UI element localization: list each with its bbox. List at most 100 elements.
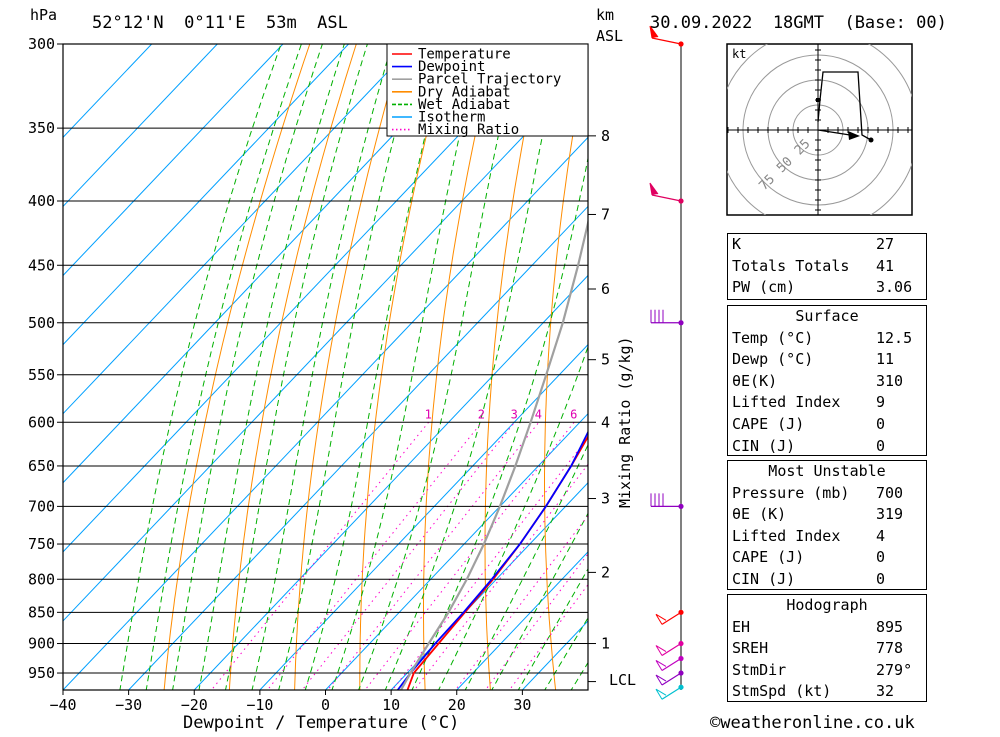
wind-barb	[650, 309, 681, 324]
surface-title: Surface	[795, 307, 859, 325]
legend-label: Dewpoint	[418, 59, 485, 75]
isotherm	[63, 44, 481, 484]
index-label: Lifted Index	[732, 393, 841, 412]
wind-profile	[649, 25, 684, 700]
pressure-tick-label: 700	[28, 497, 55, 515]
isotherm	[128, 205, 588, 690]
index-value: 0	[876, 548, 886, 567]
wind-barb-shaft	[661, 672, 682, 686]
wind-barb-feather	[655, 645, 667, 656]
surface-box: Surface Temp (°C) 12.5 Dewp (°C) 11 θE(K) 310…	[727, 305, 927, 456]
isotherm-lines	[63, 44, 588, 690]
axes: −40 −30 −20 −10 0 10 20 30 1 2 3 4 5 6 7 8	[49, 127, 610, 714]
lcl-label: LCL	[609, 671, 636, 689]
pressure-tick-label: 750	[28, 535, 55, 553]
legend-label: Parcel Trajectory	[418, 72, 561, 88]
isotherm	[63, 44, 153, 139]
wind-barb	[655, 643, 682, 657]
mixing-ratio-label: 4	[535, 407, 542, 421]
pressure-tick-label: 350	[28, 119, 55, 137]
wind-barb-flag	[649, 182, 659, 196]
index-value: 0	[876, 414, 886, 433]
mixing-ratio-line	[484, 552, 588, 690]
pressure-tick-label: 450	[28, 256, 55, 274]
hodograph-kt-label: kt	[732, 47, 746, 61]
x-tick-label: 30	[513, 696, 531, 714]
mixing-ratio-label: 6	[570, 407, 577, 421]
index-row: Lifted Index 4	[728, 526, 926, 548]
km-tick-label: 7	[601, 205, 610, 223]
wind-barb-shaft	[661, 611, 682, 625]
index-label: EH	[732, 617, 751, 636]
wind-barb	[655, 611, 682, 625]
credit: ©weatheronline.co.uk	[710, 713, 915, 733]
isotherm	[63, 67, 588, 622]
dry-adiabat	[359, 44, 450, 690]
index-value: 12.5	[876, 328, 913, 347]
most-unstable-box: Most Unstable Pressure (mb) 700 θE (K) 319 L…	[727, 460, 927, 590]
wind-barb-shaft	[661, 686, 682, 700]
index-row: CAPE (J) 0	[728, 547, 926, 569]
profile-series	[396, 218, 588, 690]
wind-barb	[655, 686, 682, 700]
km-tick-label: 1	[601, 635, 610, 653]
isotherm	[390, 482, 588, 690]
wet-adiabat	[438, 345, 588, 690]
isotherm	[325, 412, 588, 690]
index-label: Pressure (mb)	[732, 483, 850, 502]
mixing-ratio-axis-label: Mixing Ratio (g/kg)	[616, 336, 634, 508]
index-value: 778	[876, 639, 904, 658]
dry-adiabat	[961, 26, 1000, 702]
wet-adiabat	[331, 44, 482, 690]
index-label: Totals Totals	[732, 256, 850, 275]
index-value: 32	[876, 682, 895, 701]
index-label: CAPE (J)	[732, 414, 805, 433]
storm-motion-arrowhead	[848, 131, 860, 140]
date-title: 30.09.2022 18GMT (Base: 00)	[650, 13, 947, 33]
index-row: Pressure (mb) 700	[728, 483, 926, 505]
wet-adiabat	[304, 44, 449, 690]
index-label: CIN (J)	[732, 436, 796, 455]
index-row: SREH 778	[728, 638, 926, 660]
x-tick-label: 20	[448, 696, 466, 714]
pressure-tick-label: 550	[28, 366, 55, 384]
index-label: Lifted Index	[732, 526, 841, 545]
mixing-ratio-label: 25	[706, 407, 720, 421]
pressure-lines: 300 350 400 450 500 550 600 650 700 750 800 850 900 9…	[28, 35, 588, 682]
plot-frame	[62, 43, 589, 691]
dry-adiabat	[423, 44, 497, 690]
most-unstable-title: Most Unstable	[768, 462, 886, 480]
isotherm	[63, 44, 546, 553]
wind-barb-shaft	[651, 37, 682, 45]
x-tick-label: −40	[49, 696, 76, 714]
pressure-tick-label: 500	[28, 314, 55, 332]
x-tick-label: −20	[181, 696, 208, 714]
wind-barb-shaft	[651, 194, 682, 202]
index-row: StmSpd (kt) 32	[728, 681, 926, 703]
index-value: 279°	[876, 660, 913, 679]
km-tick-label: 5	[601, 351, 610, 369]
isotherm	[456, 551, 588, 690]
hpa-label: hPa	[30, 6, 57, 24]
most-unstable-table: Pressure (mb) 700 θE (K) 319 Lifted Index 4 CA…	[728, 483, 926, 591]
index-label: θE(K)	[732, 371, 778, 390]
x-tick-label: −10	[246, 696, 273, 714]
dry-adiabat	[163, 44, 311, 690]
wind-barb-feather	[655, 613, 667, 625]
dry-adiabat	[228, 44, 357, 690]
index-row: K 27	[728, 234, 926, 256]
asl-label: ASL	[596, 27, 623, 45]
km-tick-label: 3	[601, 490, 610, 508]
index-value: 319	[876, 505, 904, 524]
index-row: Totals Totals 41	[728, 256, 926, 278]
index-row: EH 895	[728, 617, 926, 639]
isotherm	[63, 44, 349, 346]
km-tick-label: 6	[601, 280, 610, 298]
series-parcel-trajectory	[400, 218, 588, 690]
index-label: CAPE (J)	[732, 548, 805, 567]
index-value: 310	[876, 371, 904, 390]
legend-label: Temperature	[418, 47, 511, 63]
